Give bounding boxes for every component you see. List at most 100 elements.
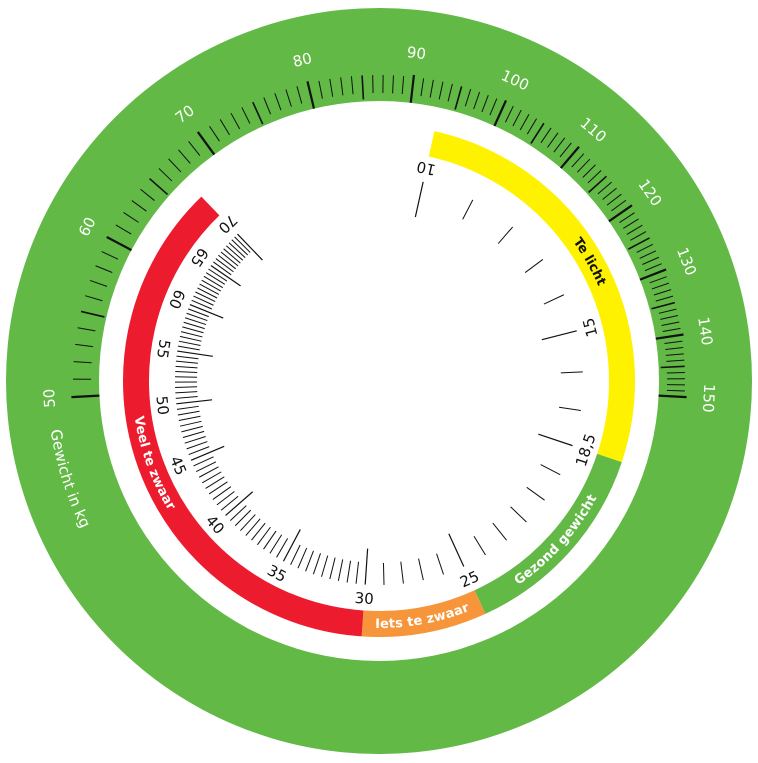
bmi-minor-tick	[234, 509, 252, 527]
kg-minor-tick	[464, 88, 472, 107]
kg-minor-tick	[653, 289, 672, 296]
bmi-minor-tick	[184, 436, 206, 444]
kg-minor-tick	[665, 353, 684, 356]
kg-minor-tick	[447, 83, 453, 102]
bmi-minor-tick	[175, 360, 198, 364]
bmi-minor-tick	[186, 312, 208, 322]
kg-minor-tick	[263, 97, 272, 115]
kg-minor-tick	[606, 193, 622, 206]
kg-minor-tick	[140, 188, 155, 201]
bmi-tick-label: 50	[152, 395, 172, 416]
bmi-minor-tick	[256, 526, 271, 546]
bmi-minor-tick	[193, 456, 214, 467]
bmi-minor-tick	[220, 495, 239, 511]
bmi-minor-tick	[215, 258, 234, 273]
bmi-minor-tick	[175, 371, 198, 374]
bmi-minor-tick	[176, 405, 199, 410]
bmi-minor-tick	[208, 268, 228, 282]
bmi-minor-tick	[205, 272, 226, 285]
bmi-minor-tick	[212, 486, 232, 500]
kg-minor-tick	[649, 276, 667, 284]
kg-minor-tick	[209, 125, 220, 142]
kg-minor-tick	[664, 340, 683, 345]
bmi-minor-tick	[290, 544, 301, 566]
band-arc	[123, 196, 364, 637]
bmi-minor-tick	[218, 254, 237, 270]
bmi-minor-tick	[329, 557, 336, 580]
bmi-minor-tick	[208, 481, 228, 495]
kg-minor-tick	[626, 224, 643, 235]
kg-minor-tick	[651, 282, 670, 290]
bmi-minor-tick	[175, 386, 198, 388]
kg-minor-tick	[619, 212, 635, 223]
bmi-minor-tick	[182, 430, 205, 438]
bmi-minor-tick	[321, 555, 329, 577]
bmi-minor-tick	[245, 518, 261, 536]
kg-minor-tick	[274, 93, 282, 111]
bmi-minor-tick	[337, 559, 344, 582]
kg-minor-tick	[340, 77, 344, 96]
kg-tick-label: 150	[699, 383, 718, 413]
kg-major-tick	[559, 146, 580, 169]
bmi-minor-tick	[188, 446, 210, 456]
kg-minor-tick	[149, 177, 169, 196]
kg-minor-tick	[660, 315, 679, 320]
kg-minor-tick	[559, 142, 572, 158]
bmi-minor-tick	[186, 441, 208, 450]
bmi-tick-label: 60	[165, 287, 189, 311]
bmi-major-tick	[237, 233, 263, 261]
bmi-minor-tick	[180, 331, 203, 338]
bmi-minor-tick	[559, 406, 581, 411]
kg-major-tick	[658, 394, 687, 399]
bmi-major-tick	[177, 350, 213, 357]
bmi-minor-tick	[400, 561, 404, 584]
kg-minor-tick	[582, 164, 596, 178]
bmi-major-tick	[210, 264, 241, 287]
bmi-tick-label: 30	[354, 589, 374, 608]
kg-minor-tick	[489, 98, 498, 116]
bmi-minor-tick	[263, 530, 277, 550]
bmi-minor-tick	[346, 560, 352, 583]
kg-minor-tick	[639, 250, 657, 259]
kg-minor-tick	[658, 308, 677, 314]
bmi-minor-tick	[175, 365, 198, 369]
bmi-minor-tick	[276, 538, 289, 558]
bmi-minor-tick	[382, 562, 385, 585]
bmi-minor-tick	[202, 471, 222, 484]
kg-minor-tick	[553, 137, 566, 153]
bmi-minor-tick	[182, 326, 204, 334]
kg-minor-tick	[95, 265, 113, 273]
bmi-minor-tick	[497, 226, 514, 244]
bmi-minor-tick	[231, 239, 249, 256]
kg-major-tick	[655, 333, 684, 340]
kg-major-tick	[306, 81, 316, 109]
bmi-minor-tick	[177, 410, 200, 416]
bmi-minor-tick	[197, 287, 218, 299]
kg-major-tick	[106, 236, 132, 252]
kg-minor-tick	[602, 187, 617, 200]
kg-minor-tick	[230, 112, 241, 130]
kg-minor-tick	[473, 91, 481, 110]
kg-minor-tick	[188, 141, 201, 156]
kg-minor-tick	[597, 181, 612, 195]
kg-minor-tick	[512, 109, 522, 127]
bmi-minor-tick	[355, 561, 360, 584]
kg-minor-tick	[611, 199, 627, 212]
kg-minor-tick	[540, 127, 552, 144]
kg-minor-tick	[571, 153, 585, 168]
kg-minor-tick	[642, 256, 660, 265]
kg-tick-label: 80	[291, 49, 314, 71]
bmi-minor-tick	[199, 283, 220, 295]
kg-major-tick	[196, 131, 216, 156]
bmi-minor-tick	[175, 391, 198, 394]
bmi-minor-tick	[203, 275, 224, 289]
kg-major-tick	[71, 394, 100, 399]
kg-minor-tick	[178, 149, 191, 164]
bmi-tick-label: 15	[579, 316, 601, 339]
bmi-minor-tick	[473, 535, 486, 556]
kg-minor-tick	[401, 75, 405, 94]
bmi-tick-label: 10	[415, 157, 438, 179]
bmi-minor-tick	[234, 236, 251, 253]
kg-minor-tick	[285, 89, 292, 107]
